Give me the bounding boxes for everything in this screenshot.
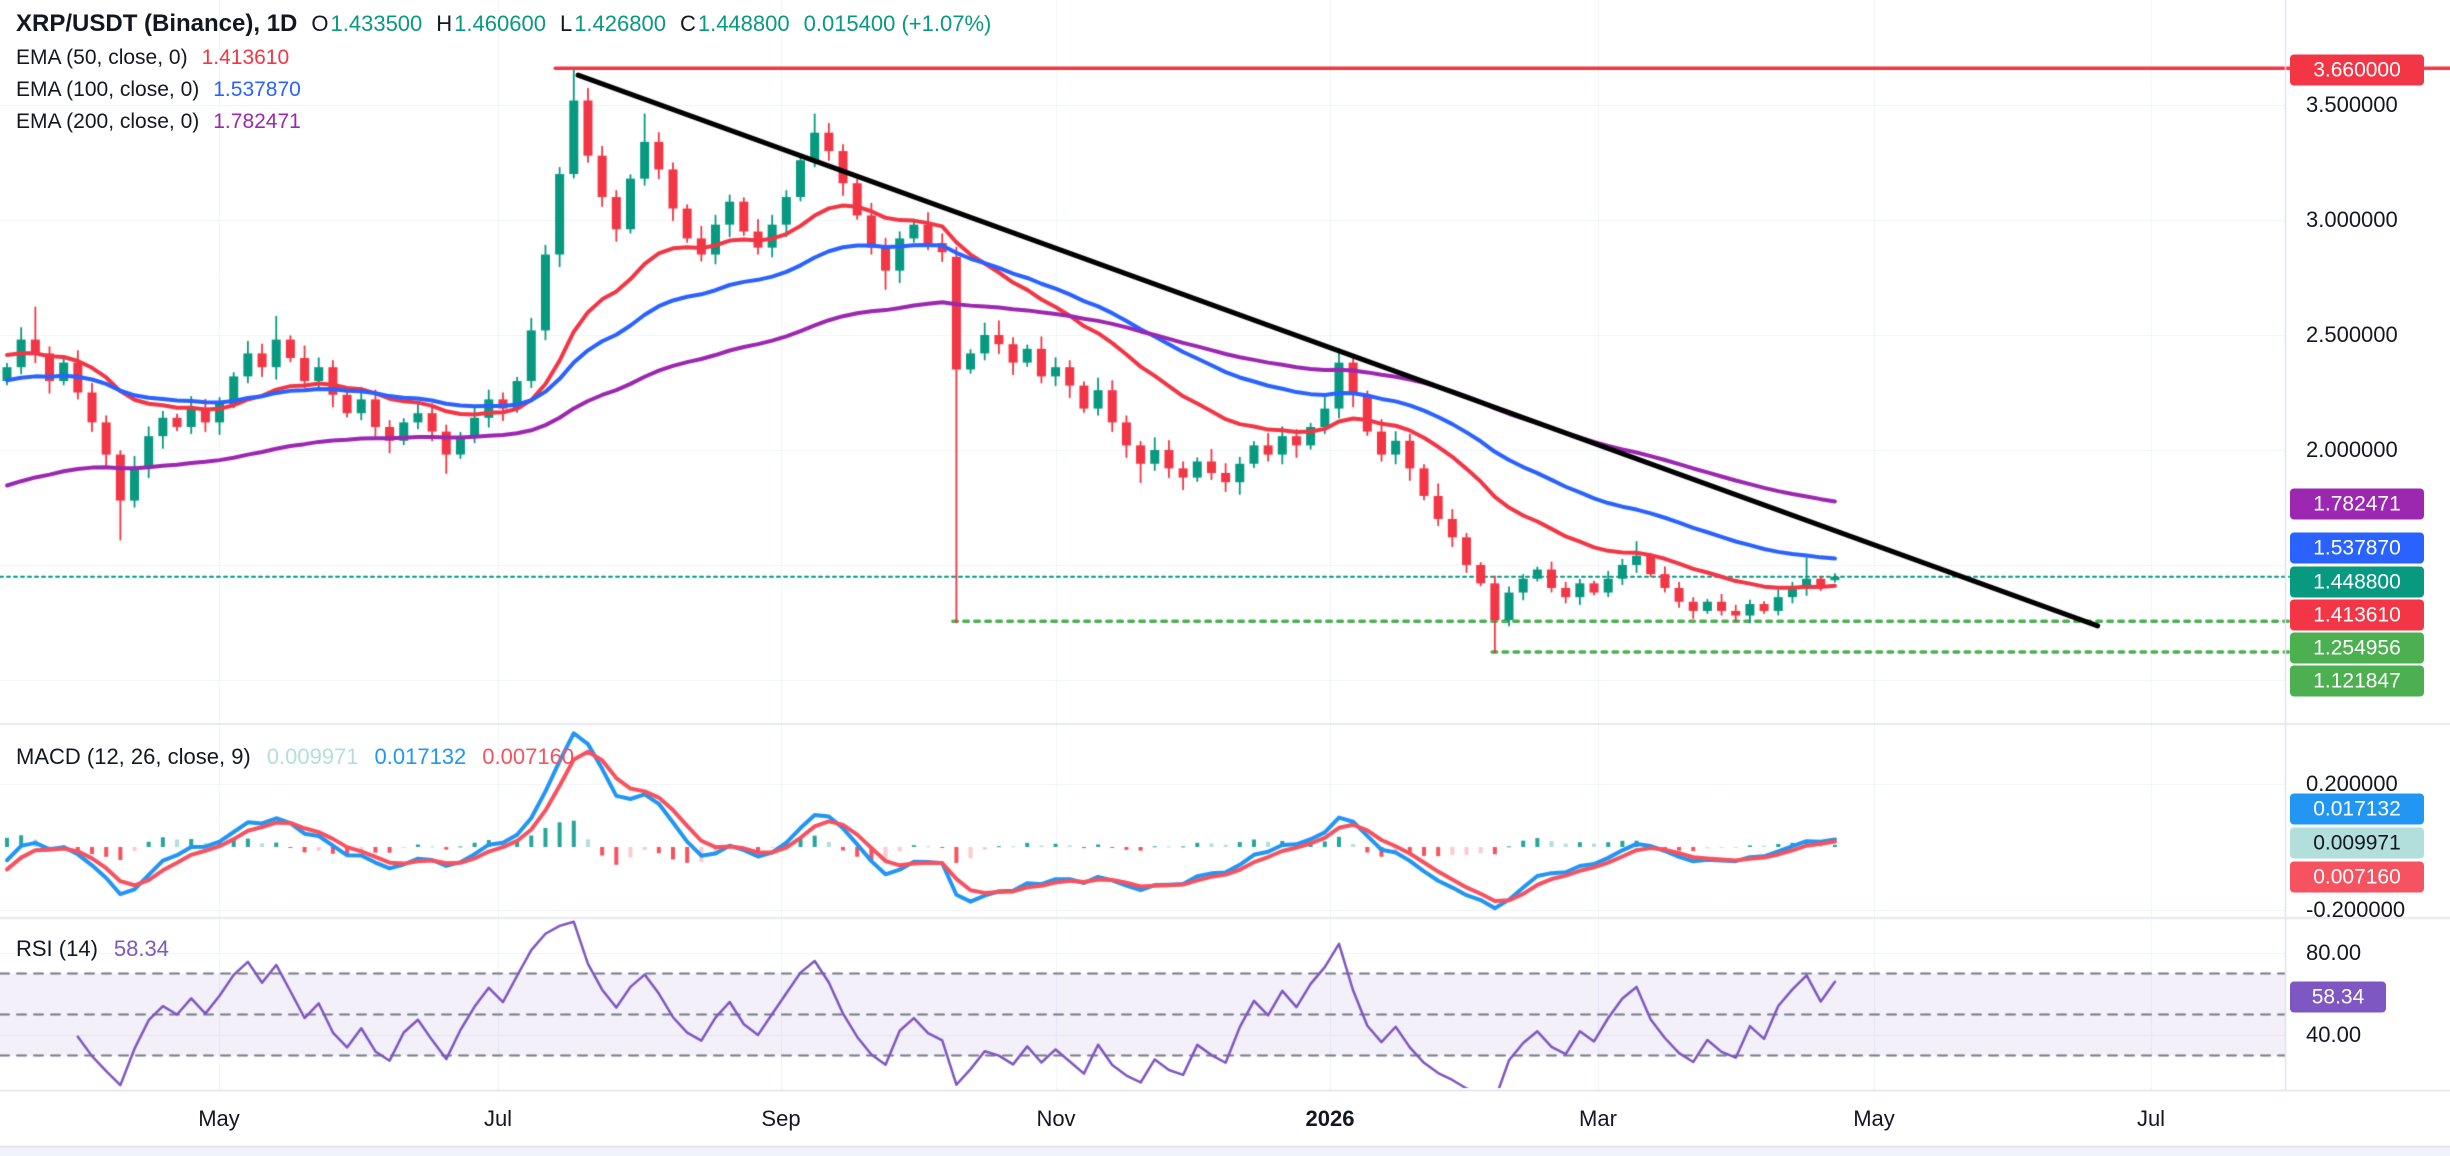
time-axis-label: Sep [761, 1106, 801, 1131]
price-badge: 0.017132 [2290, 793, 2424, 825]
macd-line-value: 0.017132 [374, 744, 467, 769]
price-badge: 1.254956 [2290, 632, 2424, 664]
price-badge: 1.448800 [2290, 566, 2424, 598]
symbol-title: XRP/USDT (Binance), 1D [16, 10, 298, 37]
ema200-value: 1.782471 [213, 110, 301, 133]
ohlc-open: O 1.433500 [311, 11, 423, 36]
ohlc-low: L 1.426800 [559, 11, 666, 36]
price-axis-label: 3.000000 [2306, 207, 2398, 232]
ema200-label: EMA (200, close, 0) [16, 110, 200, 133]
time-axis-label: May [198, 1106, 240, 1131]
price-axis-label: -0.200000 [2306, 897, 2406, 922]
indicator-row-ema50[interactable]: EMA (50, close, 0) 1.413610 [16, 42, 991, 74]
price-badge: 1.121847 [2290, 665, 2424, 697]
price-axis-label: 2.500000 [2306, 322, 2398, 347]
ema100-value: 1.537870 [213, 78, 301, 101]
indicator-row-ema200[interactable]: EMA (200, close, 0) 1.782471 [16, 106, 991, 138]
indicator-row-ema100[interactable]: EMA (100, close, 0) 1.537870 [16, 74, 991, 106]
rsi-label: RSI (14) [16, 936, 98, 961]
price-axis-label: 40.00 [2306, 1022, 2362, 1047]
price-badge: 1.413610 [2290, 599, 2424, 631]
rsi-value: 58.34 [113, 936, 169, 961]
ohlc-close: C 1.448800 [679, 11, 790, 36]
macd-hist-value: 0.009971 [266, 744, 359, 769]
symbol-row[interactable]: XRP/USDT (Binance), 1D O 1.433500 H 1.4606… [16, 8, 991, 40]
ema50-value: 1.413610 [201, 46, 290, 69]
price-badge: 1.537870 [2290, 532, 2424, 564]
macd-legend[interactable]: MACD (12, 26, close, 9) 0.009971 0.01713… [16, 744, 574, 770]
change-value: 0.015400 (+1.07%) [803, 11, 992, 36]
time-axis[interactable] [0, 1091, 2450, 1147]
time-axis-label: Nov [1036, 1106, 1076, 1131]
price-badge: 58.34 [2290, 981, 2386, 1013]
price-axis-label: 2.000000 [2306, 437, 2398, 462]
main-legend: XRP/USDT (Binance), 1D O 1.433500 H 1.4606… [16, 8, 991, 138]
ema50-label: EMA (50, close, 0) [16, 46, 188, 69]
time-axis-label: Jul [483, 1106, 513, 1131]
price-badge: 0.009971 [2290, 827, 2424, 859]
price-badge: 3.660000 [2290, 54, 2424, 86]
price-badge: 1.782471 [2290, 488, 2424, 520]
time-axis-label: Jul [2136, 1106, 2166, 1131]
ema100-label: EMA (100, close, 0) [16, 78, 200, 101]
time-axis-label: Mar [1579, 1106, 1617, 1131]
price-axis-label: 80.00 [2306, 940, 2362, 965]
macd-label: MACD (12, 26, close, 9) [16, 744, 251, 769]
price-axis-label: 3.500000 [2306, 92, 2398, 117]
price-badge: 0.007160 [2290, 861, 2424, 893]
time-axis-label: 2026 [1305, 1106, 1355, 1131]
time-axis-label: May [1853, 1106, 1895, 1131]
rsi-legend[interactable]: RSI (14) 58.34 [16, 936, 169, 962]
ohlc-high: H 1.460600 [436, 11, 546, 36]
price-axis-label: 0.200000 [2306, 771, 2398, 796]
macd-signal-value: 0.007160 [482, 744, 575, 769]
